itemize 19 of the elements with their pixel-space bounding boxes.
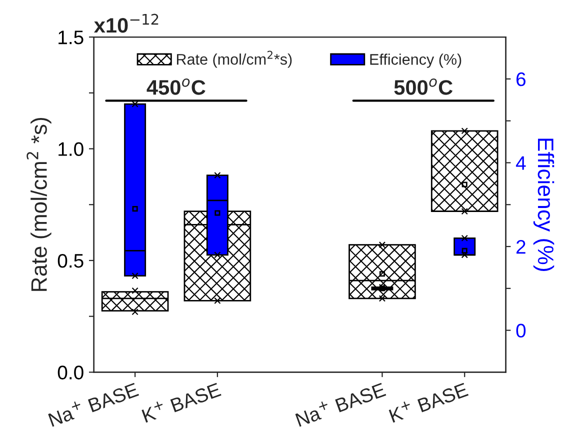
legend-label: Rate (mol/cm$^{2}$*s) xyxy=(176,50,292,68)
legend-label: Efficiency (%) xyxy=(370,54,462,68)
y-tick-label: 0.0 xyxy=(58,366,84,380)
y2-axis-title: Efficiency (%) xyxy=(533,138,554,271)
x-tick-label: K$^{+}$ BASE xyxy=(140,380,222,423)
annotation: 450$^{o}$C xyxy=(146,78,206,95)
x-tick-label: Na$^{+}$ BASE xyxy=(47,380,140,427)
x-tick-label: Na$^{+}$ BASE xyxy=(294,380,386,427)
y-tick-label: 1.0 xyxy=(58,142,84,156)
y2-tick-label: 0 xyxy=(516,324,526,338)
y-tick-label: 1.5 xyxy=(58,30,84,44)
x-tick-label: K$^{+}$ BASE xyxy=(388,380,469,423)
y-axis-title: Rate (mol/cm$^{2}$ *s) xyxy=(26,118,52,291)
text: x10$^{−12}$ xyxy=(94,14,158,33)
y2-tick-label: 6 xyxy=(516,72,526,86)
y2-tick-label: 2 xyxy=(516,240,526,254)
y2-tick-label: 4 xyxy=(516,156,526,170)
annotation: 500$^{o}$C xyxy=(394,78,453,95)
y-tick-label: 0.5 xyxy=(58,254,84,268)
